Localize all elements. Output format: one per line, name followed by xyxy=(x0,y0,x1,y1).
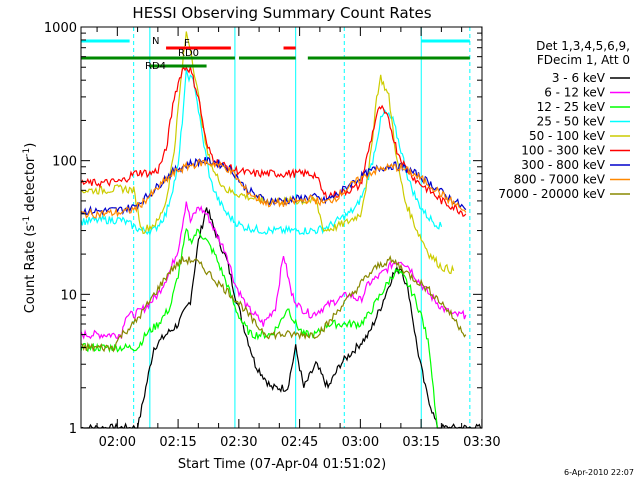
flag-bar-f-1 xyxy=(283,46,296,50)
y-tick-label-1: 10 xyxy=(60,288,77,303)
y-axis-label: Count Rate (s-1 detector-1) xyxy=(22,143,38,314)
legend-label-8: 7000 - 20000 keV xyxy=(498,187,605,201)
series-line-1 xyxy=(80,201,467,340)
x-axis-label: Start Time (07-Apr-04 01:51:02) xyxy=(178,457,386,472)
legend-label-1: 6 - 12 keV xyxy=(544,86,606,100)
x-tick-label-6: 03:30 xyxy=(463,435,500,450)
x-tick-label-5: 03:15 xyxy=(402,435,439,450)
x-tick-label-4: 03:00 xyxy=(342,435,379,450)
series-line-7 xyxy=(80,158,467,219)
legend-label-3: 25 - 50 keV xyxy=(537,115,606,129)
series-line-4 xyxy=(80,31,455,275)
flag-label-rd4: RD4 xyxy=(145,61,166,72)
series-line-2 xyxy=(80,227,438,429)
flag-bar-rd0-0 xyxy=(81,56,235,60)
x-tick-label-3: 02:45 xyxy=(281,435,318,450)
legend-label-6: 300 - 800 keV xyxy=(521,158,605,172)
y-axis-label-end: ) xyxy=(23,143,38,148)
series-line-8 xyxy=(80,254,467,353)
flag-bar-f-0 xyxy=(166,46,231,50)
flag-bar-rd0-2 xyxy=(307,56,470,60)
legend-header-line-1: Det 1,3,4,5,6,9, xyxy=(536,39,630,53)
y-axis-label-sup1: -1 xyxy=(22,216,32,225)
x-tick-label-0: 02:00 xyxy=(99,435,136,450)
y-axis-label-main: Count Rate (s xyxy=(23,225,38,314)
series-line-3 xyxy=(80,69,443,237)
legend-label-4: 50 - 100 keV xyxy=(529,129,606,143)
legend-label-0: 3 - 6 keV xyxy=(552,71,606,85)
flag-label-rd0: RD0 xyxy=(178,48,199,59)
legend-label-5: 100 - 300 keV xyxy=(521,144,605,158)
y-tick-label-0: 1 xyxy=(69,422,77,437)
x-tick-label-1: 02:15 xyxy=(159,435,196,450)
flag-label-n: N xyxy=(152,36,159,47)
chart-title: HESSI Observing Summary Count Rates xyxy=(132,4,431,22)
series-line-0 xyxy=(80,207,482,429)
y-axis-label-sup2: -1 xyxy=(22,148,32,157)
legend-label-2: 12 - 25 keV xyxy=(537,100,606,114)
y-tick-label-2: 100 xyxy=(52,155,77,170)
legend-header-line-2: FDecim 1, Att 0 xyxy=(537,53,630,67)
y-axis-label-mid: detector xyxy=(23,156,38,216)
flag-label-f: F xyxy=(184,38,190,49)
footer-timestamp: 6-Apr-2010 22:07 xyxy=(564,468,634,477)
series-line-6 xyxy=(80,156,467,216)
y-tick-label-3: 1000 xyxy=(44,21,77,36)
flag-bar-n-0 xyxy=(81,39,130,43)
flag-bar-rd0-1 xyxy=(238,56,296,60)
x-tick-label-2: 02:30 xyxy=(220,435,257,450)
flag-bar-n-1 xyxy=(421,39,470,43)
flag-bar-rd4-0 xyxy=(149,64,207,68)
plot-frame xyxy=(80,26,483,429)
series-line-5 xyxy=(80,66,467,218)
legend-label-7: 800 - 7000 keV xyxy=(514,173,606,187)
